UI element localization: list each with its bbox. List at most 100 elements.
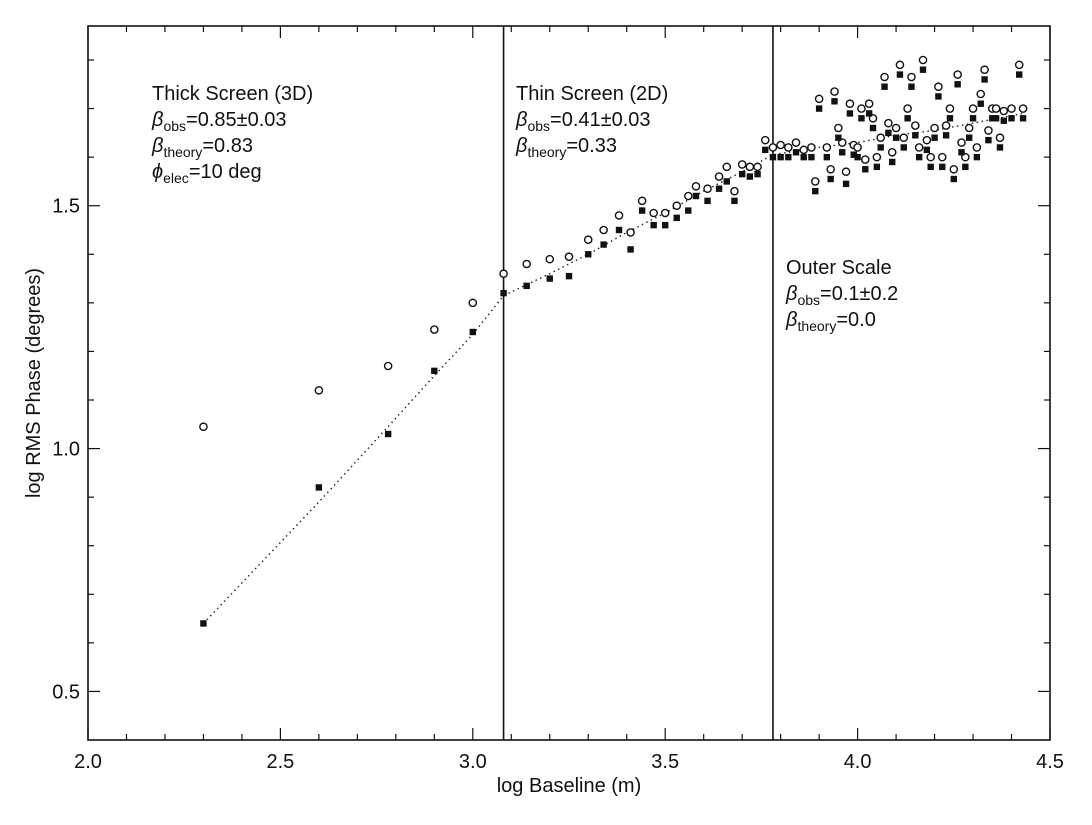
filled-square-point (942, 132, 950, 139)
open-circle-point (914, 143, 924, 152)
open-circle-point (907, 72, 916, 82)
filled-square-point (950, 175, 957, 183)
annotation-value: =0.33 (566, 135, 617, 157)
open-circle-point (968, 104, 978, 113)
open-circle-point (826, 164, 835, 174)
open-circle-point (1014, 60, 1024, 70)
filled-square-point (731, 197, 738, 205)
open-circle-point (830, 87, 839, 96)
filled-square-point (746, 173, 754, 180)
x-tick-label: 4.0 (844, 751, 872, 773)
open-circle-point (872, 152, 882, 162)
filled-square-point (315, 484, 323, 491)
open-circle-point (841, 167, 851, 177)
open-circle-point (807, 143, 816, 152)
open-circle-point (911, 121, 920, 130)
filled-square-point (1019, 115, 1027, 122)
annotation-symbol: β (515, 109, 527, 131)
open-circle-point (949, 164, 959, 174)
filled-square-point (738, 170, 746, 178)
open-circle-point (522, 259, 531, 269)
filled-square-point (923, 146, 931, 154)
filled-square-point (862, 166, 869, 173)
filled-square-point (992, 115, 1000, 122)
annotation-text: Outer Scale (786, 257, 892, 279)
filled-square-point (523, 282, 530, 290)
filled-square-point (865, 110, 873, 117)
open-circle-point (1007, 104, 1016, 113)
open-circle-point (941, 121, 951, 130)
filled-square-point (935, 93, 942, 100)
filled-square-point (812, 187, 819, 195)
open-circle-point (1018, 104, 1028, 113)
annotation-symbol: β (785, 283, 797, 305)
open-circle-point (383, 361, 393, 371)
annotation-subscript: theory (527, 144, 566, 160)
open-circle-point (745, 162, 755, 172)
filled-square-point (915, 153, 923, 161)
open-circle-point (853, 143, 862, 152)
open-circle-point (891, 123, 901, 133)
open-circle-point (649, 208, 658, 218)
annotation-value: =0.41±0.03 (550, 109, 651, 131)
open-circle-point (791, 138, 801, 147)
fit-line-layer (202, 112, 1024, 624)
filled-square-point (962, 163, 969, 171)
y-tick-label: 0.5 (52, 681, 80, 703)
open-circle-point (199, 422, 208, 432)
open-circle-point (637, 196, 647, 206)
annotation-value: =0.1±0.2 (820, 283, 898, 305)
open-circle-point (810, 177, 820, 186)
filled-square-point (792, 149, 800, 156)
filled-square-point (869, 124, 877, 132)
open-circle-point (899, 133, 909, 143)
open-circle-point (776, 140, 785, 150)
filled-square-point (846, 110, 854, 117)
filled-square-point (985, 136, 992, 144)
filled-square-point (785, 153, 792, 161)
filled-square-point (973, 153, 981, 161)
open-circle-point (834, 123, 843, 133)
filled-square-point (969, 115, 977, 122)
open-circle-point (887, 147, 897, 157)
filled-square-point (885, 129, 892, 137)
open-circle-point (918, 55, 928, 65)
annotation-text: βtheory=0.0 (785, 309, 876, 334)
open-circle-point (703, 184, 712, 194)
open-circle-point (945, 104, 955, 113)
data-points-layer (199, 55, 1028, 627)
filled-square-point (808, 153, 815, 161)
filled-square-point (931, 134, 938, 141)
open-circle-point (672, 201, 682, 211)
annotation-text: Thin Screen (2D) (516, 83, 668, 105)
annotation-subscript: theory (163, 144, 202, 160)
open-circle-point (614, 211, 624, 220)
filled-square-point (769, 153, 777, 161)
open-circle-point (583, 235, 593, 245)
x-tick-label: 4.5 (1036, 751, 1064, 773)
open-circle-point (895, 60, 905, 70)
open-circle-point (860, 155, 870, 164)
filled-square-point (638, 207, 646, 214)
annotation-value: =0.85±0.03 (186, 109, 287, 131)
filled-square-point (546, 275, 553, 282)
filled-square-point (877, 144, 884, 151)
y-tick-label: 1.5 (52, 196, 80, 218)
ticks-layer: 2.0 2.5 3.0 3.5 4.0 4.5 0.5 1.0 1.5 (52, 26, 1064, 773)
x-tick-label: 2.0 (74, 751, 102, 773)
filled-square-point (927, 163, 934, 171)
annotation-value: =0.0 (836, 309, 875, 331)
annotation-subscript: elec (163, 170, 189, 186)
x-tick-label: 3.0 (459, 751, 487, 773)
filled-square-point (431, 367, 438, 375)
filled-square-point (1000, 117, 1008, 124)
filled-square-point (384, 430, 392, 438)
fit-line (202, 112, 1024, 624)
filled-square-point (692, 192, 700, 200)
annotation-subscript: obs (163, 118, 186, 134)
filled-square-point (839, 149, 846, 156)
annotation-text: βtheory=0.33 (515, 135, 617, 160)
filled-square-point (615, 226, 623, 234)
